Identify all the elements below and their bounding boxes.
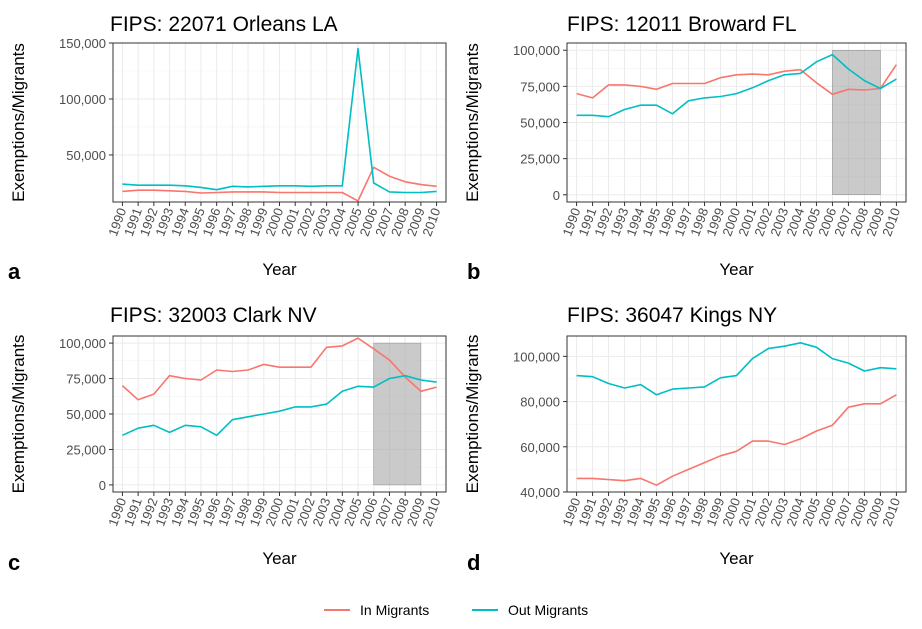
panel-c: 025,00050,00075,000100,00019901991199219… [8,304,447,575]
y-tick-label: 75,000 [520,79,560,94]
x-axis-title: Year [719,549,754,568]
legend-label-out-migrants: Out Migrants [508,602,588,618]
panel-letter: d [467,550,480,575]
y-tick-label: 75,000 [66,372,106,387]
panel-letter: b [467,259,480,284]
panel-letter: a [8,259,21,284]
y-tick-label: 100,000 [59,336,106,351]
panel-title: FIPS: 32003 Clark NV [110,304,317,327]
y-tick-label: 0 [553,188,560,203]
x-axis-title: Year [719,260,754,279]
panels: 50,000100,000150,00019901991199219931994… [8,13,907,575]
y-tick-label: 80,000 [520,395,560,410]
series-line-in-migrants [576,64,898,99]
y-axis-title: Exemptions/Migrants [9,43,28,202]
series-line-out-migrants [122,374,437,437]
y-tick-label: 100,000 [513,349,560,364]
legend: In Migrants Out Migrants [324,602,588,618]
panel-title: FIPS: 12011 Broward FL [567,13,797,36]
series-line-out-migrants [576,341,897,396]
panel-b: 025,00050,00075,000100,00019901991199219… [463,13,907,284]
series-line-out-migrants [576,53,897,118]
y-tick-label: 100,000 [513,43,560,58]
shaded-region [373,342,422,486]
y-tick-label: 100,000 [59,92,106,107]
series-line-in-migrants [121,337,437,401]
series-line-out-migrants [122,47,437,194]
x-axis-title: Year [262,260,297,279]
panel-a: 50,000100,000150,00019901991199219931994… [8,13,447,284]
panel-letter: c [8,550,20,575]
y-tick-label: 0 [99,478,106,493]
y-tick-label: 25,000 [520,152,560,167]
y-axis-title: Exemptions/Migrants [9,335,28,494]
y-tick-label: 50,000 [520,116,560,131]
y-tick-label: 50,000 [66,407,106,422]
series-line-in-migrants [576,394,897,487]
y-tick-label: 40,000 [520,485,560,500]
panel-d: 40,00060,00080,000100,000199019911992199… [463,304,907,575]
y-axis-title: Exemptions/Migrants [463,335,482,494]
y-axis-title: Exemptions/Migrants [463,43,482,202]
series-line-in-migrants [122,166,437,202]
y-tick-label: 60,000 [520,440,560,455]
panel-title: FIPS: 36047 Kings NY [567,304,777,327]
x-axis-title: Year [262,549,297,568]
panel-title: FIPS: 22071 Orleans LA [110,13,338,36]
y-tick-label: 50,000 [66,148,106,163]
y-tick-label: 25,000 [66,442,106,457]
y-tick-label: 150,000 [59,36,106,51]
legend-label-in-migrants: In Migrants [360,602,429,618]
shaded-region [832,49,881,196]
